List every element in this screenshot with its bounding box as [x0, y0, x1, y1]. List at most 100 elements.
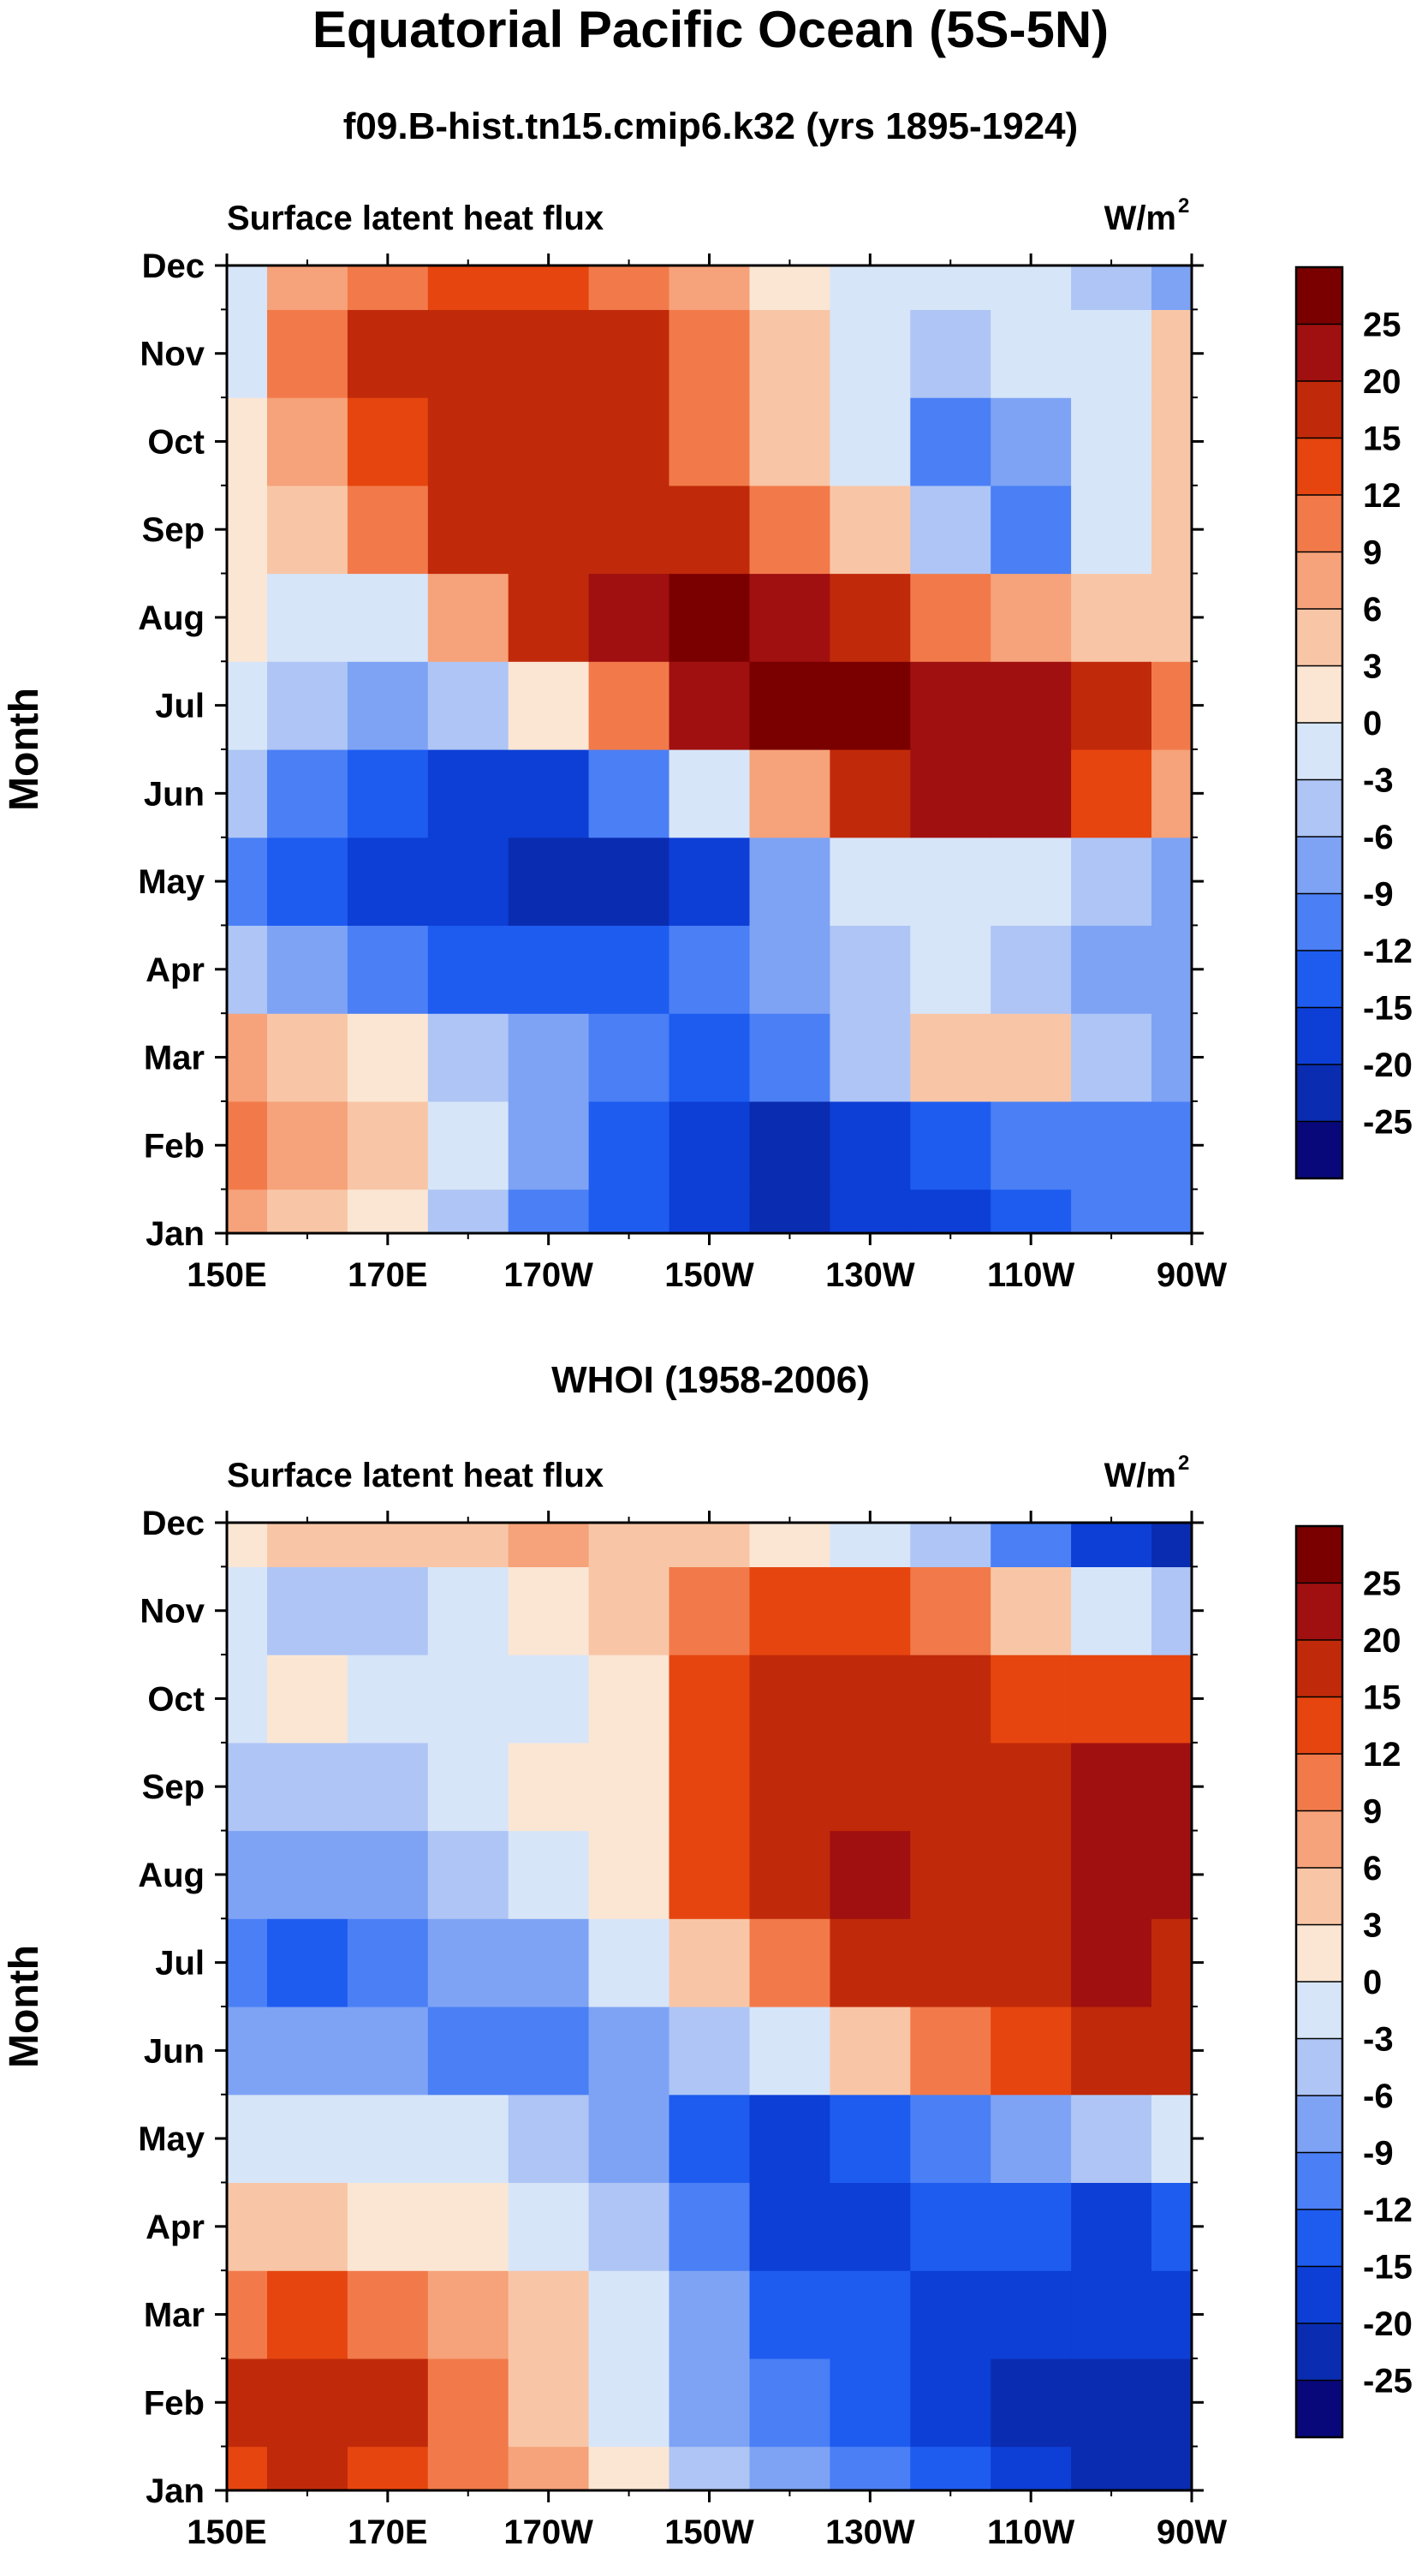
heatmap-cell: [508, 2270, 590, 2359]
heatmap-cell: [830, 2446, 911, 2491]
y-tick-label: Jun: [144, 775, 205, 813]
heatmap-cell: [669, 397, 750, 486]
heatmap-cell: [1071, 1655, 1152, 1744]
heatmap-cell: [227, 485, 268, 575]
heatmap-cell: [669, 2007, 750, 2096]
heatmap-cell: [227, 1918, 268, 2007]
heatmap-cell: [1071, 749, 1152, 838]
colorbar-swatch: [1296, 723, 1342, 780]
colorbar-swatch: [1296, 2266, 1342, 2324]
heatmap-cell: [669, 573, 750, 662]
y-axis-label: Month: [2, 688, 47, 811]
heatmap-cell: [588, 485, 670, 575]
heatmap-cell: [1071, 2270, 1152, 2359]
x-tick-label: 170E: [348, 1256, 427, 1294]
heatmap-cell: [991, 573, 1072, 662]
heatmap-cell: [749, 2182, 830, 2271]
y-tick-label: May: [138, 2120, 205, 2158]
colorbar-swatch: [1296, 1640, 1342, 1697]
heatmap-cell: [267, 749, 348, 838]
heatmap-cell: [669, 1100, 750, 1190]
y-tick-label: Sep: [142, 511, 205, 549]
heatmap-cell: [749, 2446, 830, 2491]
heatmap-cell: [669, 749, 750, 838]
colorbar-label: -20: [1363, 2305, 1413, 2343]
heatmap-cell: [588, 1655, 670, 1744]
panel-title: WHOI (1958-2006): [551, 1359, 870, 1401]
heatmap-cell: [830, 2182, 911, 2271]
heatmap-cell: [267, 2446, 348, 2491]
heatmap-cell: [267, 925, 348, 1014]
heatmap-cell: [1071, 1100, 1152, 1190]
heatmap-cell: [588, 2182, 670, 2271]
heatmap-cell: [910, 749, 991, 838]
heatmap-cell: [347, 2270, 429, 2359]
heatmap-cell: [910, 1566, 991, 1655]
heatmap-cell: [910, 1523, 991, 1567]
heatmap-cell: [267, 2007, 348, 2096]
heatmap-cell: [749, 749, 830, 838]
heatmap-cell: [267, 1523, 348, 1567]
heatmap-cells: [227, 1523, 1193, 2491]
heatmap-cell: [910, 2358, 991, 2448]
colorbar-swatch: [1296, 2209, 1342, 2267]
colorbar-swatch: [1296, 1810, 1342, 1869]
y-tick-label: Sep: [142, 1768, 205, 1806]
heatmap-cell: [227, 2446, 268, 2491]
colorbar-swatch: [1296, 1754, 1342, 1811]
colorbar-swatch: [1296, 1007, 1342, 1065]
heatmap-cell: [508, 265, 590, 310]
heatmap-cell: [427, 485, 509, 575]
heatmap-cell: [1151, 1523, 1193, 1567]
heatmap-cell: [267, 309, 348, 398]
heatmap-cell: [991, 749, 1072, 838]
heatmap-cell: [669, 265, 750, 310]
colorbar-label: -15: [1363, 990, 1413, 1028]
heatmap-cell: [508, 573, 590, 662]
heatmap-cell: [427, 1189, 509, 1234]
heatmap-cell: [669, 1655, 750, 1744]
heatmap-cell: [669, 2182, 750, 2271]
heatmap-cell: [267, 2270, 348, 2359]
x-tick-label: 150W: [664, 2513, 754, 2551]
heatmap-cell: [749, 1566, 830, 1655]
heatmap-cell: [749, 397, 830, 486]
heatmap-cell: [1071, 1013, 1152, 1102]
colorbar-label: -12: [1363, 933, 1413, 970]
heatmap-cell: [267, 1566, 348, 1655]
heatmap-cell: [749, 837, 830, 926]
heatmap-cell: [991, 1830, 1072, 1919]
y-tick-label: May: [138, 863, 205, 901]
heatmap-cell: [1071, 309, 1152, 398]
heatmap-cell: [227, 925, 268, 1014]
heatmap-cell: [347, 1523, 429, 1567]
heatmap-cell: [508, 2007, 590, 2096]
heatmap-cell: [991, 2446, 1072, 2491]
colorbar-label: 20: [1363, 1622, 1401, 1660]
heatmap-cell: [508, 2446, 590, 2491]
colorbar-label: 12: [1363, 477, 1401, 515]
heatmap-cell: [991, 661, 1072, 750]
heatmap-cell: [508, 1523, 590, 1567]
colorbar-label: 15: [1363, 420, 1401, 458]
heatmap-cell: [427, 1100, 509, 1190]
x-tick-label: 170E: [348, 2513, 427, 2551]
heatmap-cell: [669, 1830, 750, 1919]
panels: f09.B-hist.tn15.cmip6.k32 (yrs 1895-1924…: [2, 105, 1413, 2551]
heatmap-cell: [1071, 1566, 1152, 1655]
heatmap-cell: [669, 1013, 750, 1102]
y-tick-label: Oct: [147, 423, 205, 461]
heatmap-cell: [347, 1100, 429, 1190]
y-tick-label: Aug: [138, 599, 205, 637]
heatmap-cell: [1151, 1742, 1193, 1832]
heatmap-cell: [991, 1189, 1072, 1234]
heatmap-cell: [910, 2270, 991, 2359]
heatmap-cell: [227, 1566, 268, 1655]
heatmap-cell: [227, 749, 268, 838]
heatmap-cell: [227, 1742, 268, 1832]
y-tick-label: Feb: [144, 2384, 205, 2422]
heatmap-cell: [588, 2358, 670, 2448]
y-axis-label: Month: [2, 1945, 47, 2068]
heatmap-cell: [749, 2270, 830, 2359]
